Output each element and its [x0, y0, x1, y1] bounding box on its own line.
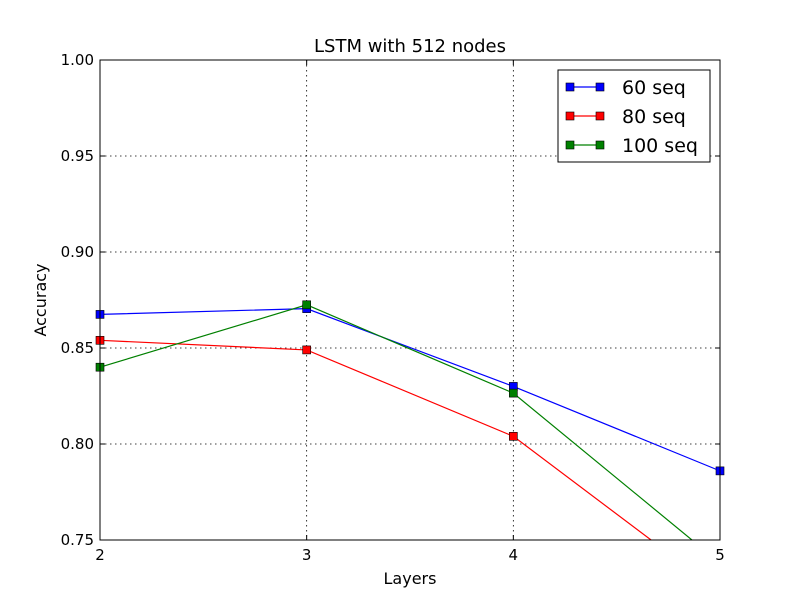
legend-label: 60 seq — [622, 77, 686, 99]
series-line — [99, 308, 721, 472]
data-point — [509, 388, 518, 398]
data-point — [509, 432, 518, 441]
legend-marker — [565, 111, 575, 121]
legend-marker — [595, 140, 605, 150]
y-tick-label: 0.85 — [61, 339, 94, 357]
y-tick-label: 0.95 — [61, 147, 94, 165]
data-point — [716, 588, 724, 596]
x-tick-label: 2 — [95, 546, 105, 564]
legend-label: 100 seq — [622, 135, 698, 157]
legend-label: 80 seq — [622, 106, 686, 128]
x-axis-label: Layers — [384, 569, 437, 588]
axis-ticks: 2 3 4 5 0.75 0.80 0.85 0.90 0.95 1.00 — [61, 51, 725, 564]
plot-area — [99, 59, 721, 541]
legend-marker — [595, 82, 605, 92]
y-axis-label: Accuracy — [31, 263, 50, 336]
series-60-seq — [95, 304, 725, 476]
x-tick-label: 3 — [302, 546, 312, 564]
y-tick-label: 1.00 — [61, 51, 94, 69]
series-line — [99, 339, 653, 540]
y-tick-label: 0.80 — [61, 435, 94, 453]
x-tick-label: 5 — [715, 546, 725, 564]
legend-item: 80 seq — [565, 106, 686, 128]
legend: 60 seq 80 seq 100 seq — [557, 69, 711, 163]
data-point — [302, 345, 311, 355]
y-tick-label: 0.90 — [61, 243, 94, 261]
legend-marker — [565, 82, 575, 92]
chart-title: LSTM with 512 nodes — [314, 36, 506, 57]
legend-item: 60 seq — [565, 77, 686, 99]
legend-item: 100 seq — [565, 135, 698, 157]
x-tick-label: 4 — [509, 546, 519, 564]
series-80-seq — [95, 336, 724, 596]
y-tick-label: 0.75 — [61, 531, 94, 549]
legend-marker — [595, 111, 605, 121]
data-point — [302, 300, 311, 310]
series-line — [99, 304, 693, 540]
legend-marker — [565, 140, 575, 150]
series-layer — [95, 300, 725, 596]
